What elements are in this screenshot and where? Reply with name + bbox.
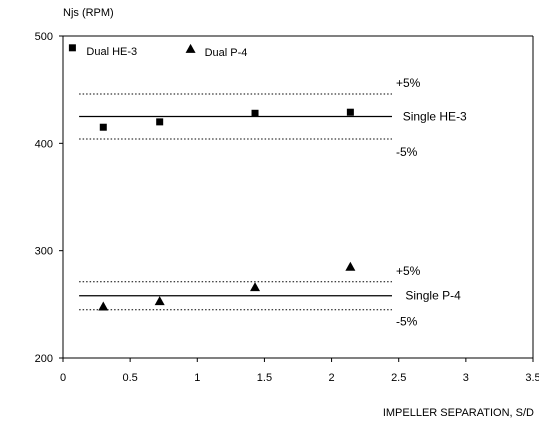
y-axis-title: Njs (RPM) (63, 7, 114, 19)
x-axis-title: IMPELLER SEPARATION, S/D (383, 407, 534, 419)
annotation-label: Single HE-3 (403, 110, 467, 124)
y-tick-label: 500 (35, 31, 53, 43)
annotation-label: -5% (396, 145, 418, 159)
y-tick-label: 200 (35, 353, 53, 365)
square-point (346, 108, 354, 116)
x-tick-label: 0.5 (122, 372, 137, 384)
annotation-label: -5% (396, 315, 418, 329)
triangle-point (154, 296, 165, 306)
annotations: +5% Single HE-3 -5% +5% Single P-4 -5% (396, 76, 467, 328)
x-tick-label: 3 (463, 372, 469, 384)
annotation-label: Single P-4 (405, 289, 461, 303)
x-tick-label: 2.5 (391, 372, 406, 384)
x-tick-label: 3.5 (525, 372, 539, 384)
legend-label: Dual P-4 (205, 47, 248, 59)
triangle-point (98, 301, 109, 311)
data-marks: Dual HE-3 Dual P-4 (68, 43, 356, 311)
axes: 0 0.5 1 1.5 2 2.5 3 3.5 200 300 400 500 (35, 31, 539, 384)
square-point (156, 118, 164, 126)
x-tick-label: 1.5 (257, 372, 272, 384)
square-point (251, 109, 259, 117)
reference-lines (79, 93, 392, 311)
y-tick-label: 400 (35, 138, 53, 150)
triangle-point (250, 282, 261, 292)
x-tick-label: 1 (194, 372, 200, 384)
x-tick-label: 0 (60, 372, 66, 384)
square-point (99, 123, 107, 131)
x-tick-label: 2 (329, 372, 335, 384)
legend-triangle-marker (185, 43, 196, 53)
annotation-label: +5% (396, 76, 421, 90)
legend-square-marker (68, 44, 76, 52)
triangle-point (345, 261, 356, 271)
legend-label: Dual HE-3 (86, 46, 137, 58)
y-tick-label: 300 (35, 246, 53, 258)
annotation-label: +5% (396, 264, 421, 278)
